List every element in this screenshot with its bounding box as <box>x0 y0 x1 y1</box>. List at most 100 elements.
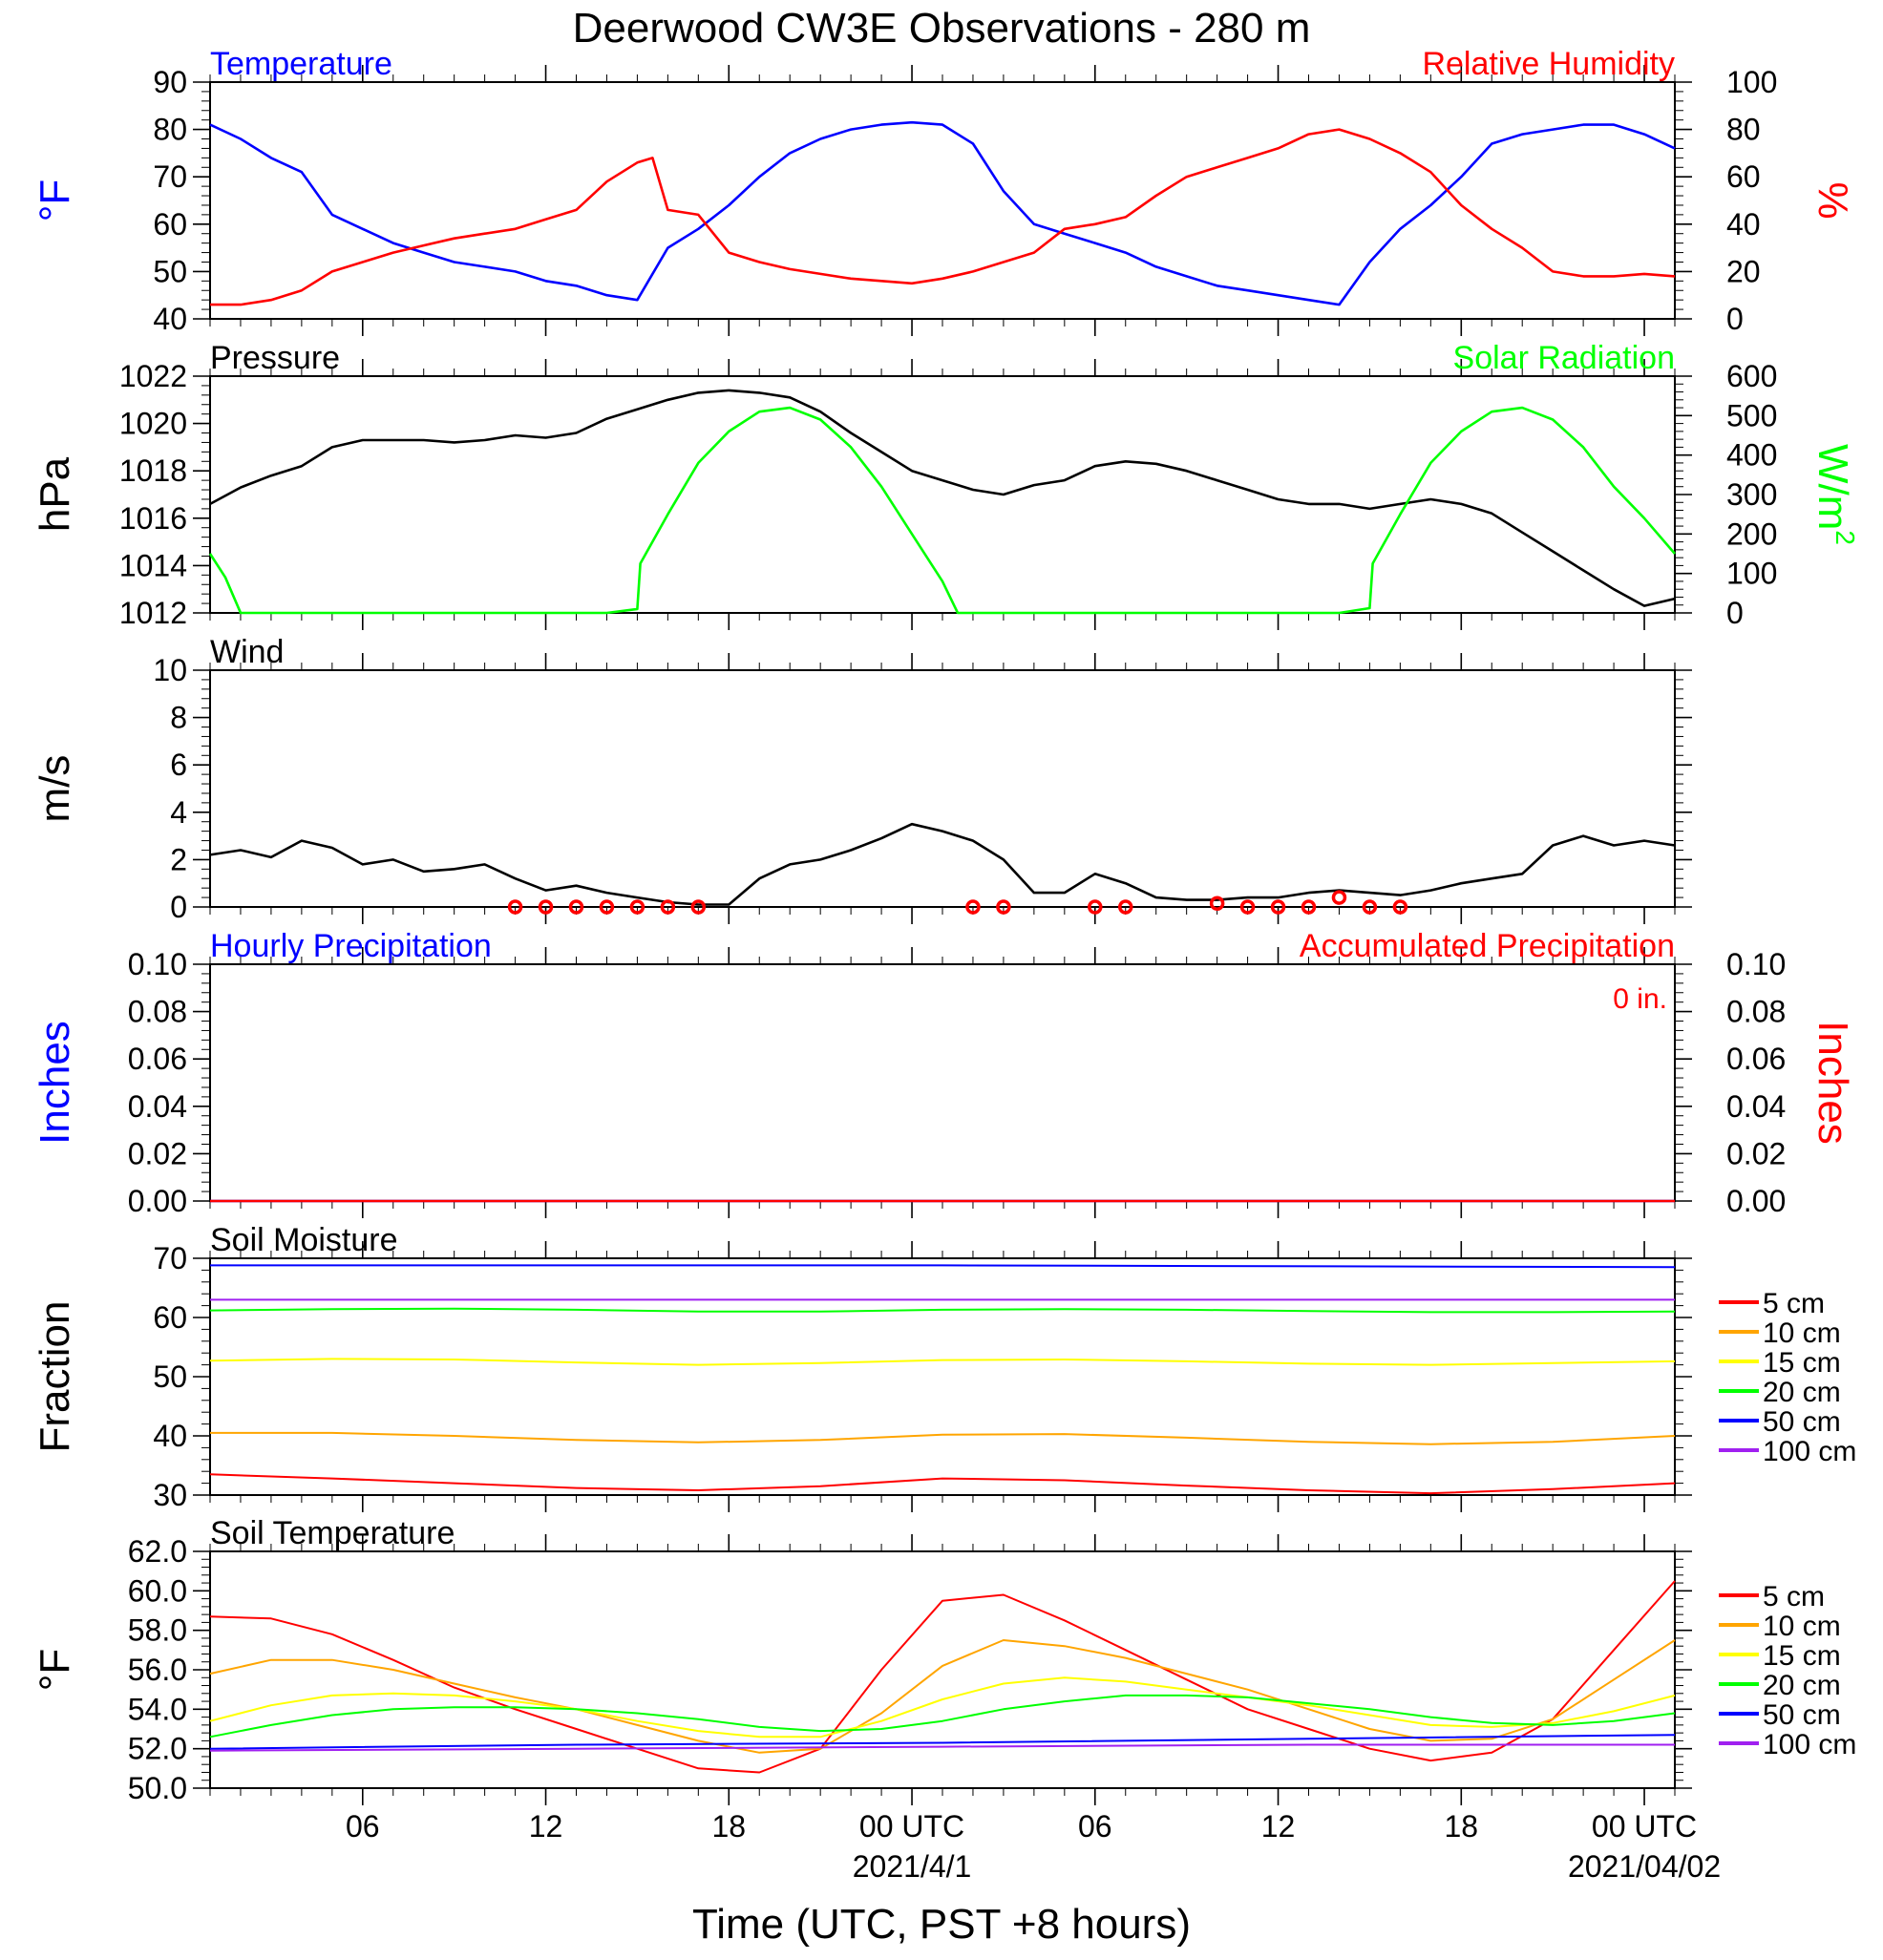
y2-tick-label: 100 <box>1726 557 1777 591</box>
calm-wind-marker <box>1118 899 1133 915</box>
y-axis-label: Fraction <box>32 1301 78 1453</box>
legend-label: 50 cm <box>1763 1406 1841 1438</box>
series-line-5-cm <box>209 1580 1676 1774</box>
panel-3: 0 2 4 6 8 10 Wind m/s <box>32 634 1692 924</box>
legend-label: 10 cm <box>1763 1611 1841 1642</box>
series-line-100-cm <box>209 1743 1675 1752</box>
y-tick-label: 54.0 <box>128 1692 187 1726</box>
panel-left-title: Hourly Precipitation <box>210 928 492 964</box>
y-tick-label: 0.00 <box>128 1184 187 1218</box>
y-tick-label: 1016 <box>119 501 187 536</box>
legend-label: 20 cm <box>1763 1670 1841 1701</box>
panel-left-title: Soil Temperature <box>210 1515 455 1551</box>
y-tick-label: 0.04 <box>128 1089 187 1124</box>
y2-axis-label-superscript: 2 <box>1830 530 1860 545</box>
x-tick-label: 18 <box>1444 1809 1478 1844</box>
calm-wind-marker <box>538 899 554 915</box>
y2-tick-label: 0.06 <box>1726 1042 1786 1076</box>
y-tick-label: 52.0 <box>128 1732 187 1766</box>
panel-1: 40 50 60 70 80 90 0 20 40 60 80 100 Temperature Relat… <box>32 46 1856 336</box>
y2-tick-label: 80 <box>1726 113 1761 147</box>
y2-tick-label: 40 <box>1726 207 1761 242</box>
y2-tick-label: 60 <box>1726 159 1761 194</box>
series-line-50-cm <box>209 1734 1676 1750</box>
panel-6: 50.0 52.0 54.0 56.0 58.0 60.0 62.0 Soil Tempera… <box>32 1515 1856 1805</box>
legend-label: 5 cm <box>1763 1288 1825 1319</box>
y-axis-label: °F <box>32 1649 78 1691</box>
y2-tick-label: 200 <box>1726 516 1777 551</box>
panel-right-title: Accumulated Precipitation <box>1300 928 1675 964</box>
y-tick-label: 0.06 <box>128 1042 187 1076</box>
panel-left-title: Pressure <box>210 340 340 376</box>
series-line-5-cm <box>209 1473 1676 1495</box>
series-line-solar-radiation <box>208 406 1676 615</box>
calm-wind-marker <box>1301 899 1317 915</box>
y2-tick-label: 0 <box>1726 302 1744 336</box>
legend-label: 5 cm <box>1763 1581 1825 1612</box>
series-line-15-cm <box>209 1676 1676 1739</box>
y-tick-label: 1018 <box>119 453 187 488</box>
x-tick-label: 12 <box>529 1809 563 1844</box>
y-tick-label: 2 <box>170 842 187 876</box>
x-axis-title: Time (UTC, PST +8 hours) <box>692 1901 1191 1948</box>
series-line-20-cm <box>209 1307 1676 1314</box>
y-axis-label: Inches <box>32 1021 78 1145</box>
y-tick-label: 1020 <box>119 407 187 441</box>
series-line-10-cm <box>209 1639 1676 1754</box>
y-tick-label: 0.02 <box>128 1136 187 1170</box>
legend-label: 100 cm <box>1763 1729 1856 1760</box>
series-line-temperature <box>209 120 1676 306</box>
calm-wind-marker <box>1270 899 1286 915</box>
y2-tick-label: 20 <box>1726 254 1761 288</box>
x-axis-labels: 06 12 18 00 UTC 06 12 18 00 UTC 2021/4/1 2021/04/… <box>346 1809 1721 1884</box>
calm-wind-marker <box>1331 890 1347 905</box>
calm-wind-marker <box>996 899 1011 915</box>
x-date-label: 2021/4/1 <box>853 1849 972 1884</box>
legend-label: 15 cm <box>1763 1640 1841 1672</box>
calm-wind-marker <box>1362 899 1378 915</box>
y-tick-label: 30 <box>153 1478 187 1512</box>
x-date-label: 2021/04/02 <box>1568 1849 1721 1884</box>
y-tick-label: 1014 <box>119 548 187 582</box>
y-axis-label: m/s <box>32 755 78 823</box>
y2-tick-label: 100 <box>1726 65 1777 99</box>
series-line-relative-humidity <box>210 128 1676 306</box>
figure-title: Deerwood CW3E Observations - 280 m <box>573 5 1311 52</box>
y-tick-label: 50 <box>153 1359 187 1394</box>
y2-axis-label: % <box>1809 181 1856 219</box>
y2-axis-label: Inches <box>1809 1021 1856 1145</box>
y2-tick-label: 0.08 <box>1726 995 1786 1029</box>
y2-tick-label: 300 <box>1726 477 1777 512</box>
y-tick-label: 1012 <box>119 596 187 630</box>
x-tick-label: 06 <box>346 1809 380 1844</box>
calm-wind-marker <box>1209 896 1225 912</box>
panel-left-title: Wind <box>210 634 284 670</box>
calm-wind-marker <box>1088 899 1103 915</box>
accumulated-total: 0 in. <box>1613 983 1667 1015</box>
calm-wind-marker <box>507 899 523 915</box>
y-tick-label: 60 <box>153 1300 187 1335</box>
panel-right-title: Solar Radiation <box>1453 340 1675 376</box>
panel-left-title: Soil Moisture <box>210 1222 398 1258</box>
x-tick-label: 12 <box>1261 1809 1296 1844</box>
series-line-10-cm <box>210 1431 1676 1445</box>
y2-tick-label: 0.10 <box>1726 947 1786 981</box>
y-tick-label: 58.0 <box>128 1613 187 1648</box>
legend-label: 10 cm <box>1763 1317 1841 1349</box>
y-tick-label: 70 <box>153 159 187 194</box>
y2-tick-label: 0.02 <box>1726 1136 1786 1170</box>
legend-label: 20 cm <box>1763 1377 1841 1408</box>
y-tick-label: 6 <box>170 748 187 782</box>
series-line-wind <box>209 822 1676 906</box>
y2-tick-label: 400 <box>1726 438 1777 473</box>
legend-label: 100 cm <box>1763 1436 1856 1467</box>
x-tick-label: 00 UTC <box>859 1809 964 1844</box>
calm-wind-marker <box>660 899 676 915</box>
y-tick-label: 0.10 <box>128 947 187 981</box>
series-line-50-cm <box>210 1264 1676 1269</box>
x-tick-label: 06 <box>1078 1809 1112 1844</box>
y-tick-label: 60 <box>153 207 187 242</box>
calm-wind-marker <box>599 899 615 915</box>
